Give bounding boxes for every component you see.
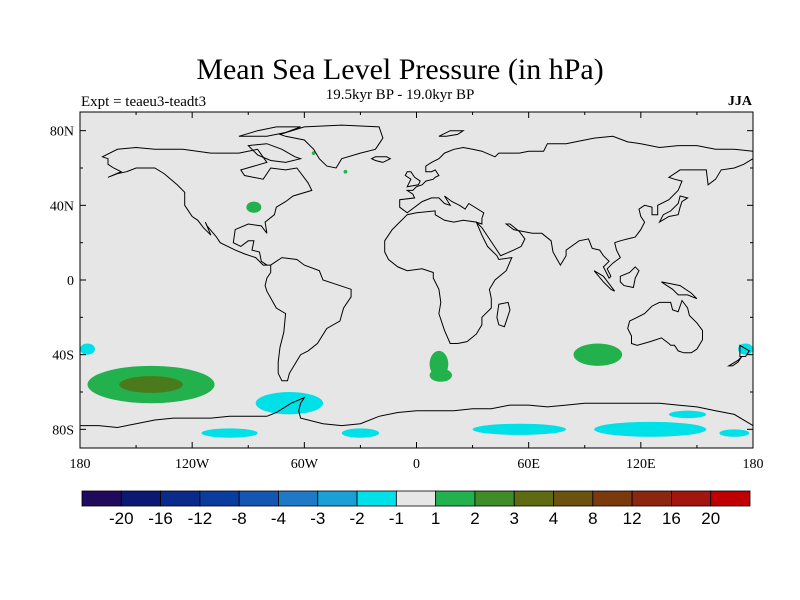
coastline-australia <box>627 299 703 354</box>
colorbar-swatch <box>474 490 515 507</box>
colorbar-label: -4 <box>271 509 286 528</box>
anomaly-greenland-high <box>311 151 316 155</box>
lon-tick-label: 60E <box>517 457 540 472</box>
colorbar-label: -3 <box>310 509 325 528</box>
colorbar-swatch <box>592 490 633 507</box>
colorbar-swatch <box>710 490 751 507</box>
coastline-new-zealand <box>739 344 751 357</box>
coastline-south-america <box>264 257 352 382</box>
anomaly-indian-ocean-high <box>573 343 623 366</box>
colorbar-label: 12 <box>623 509 642 528</box>
colorbar-label: -20 <box>109 509 134 528</box>
coastline-africa <box>384 210 513 344</box>
colorbar-swatch <box>317 490 358 507</box>
experiment-label: Expt = teaeu3-teadt3 <box>81 94 207 110</box>
coastline-baffin-island <box>247 143 303 163</box>
coastline-japan <box>658 195 689 224</box>
colorbar-swatch <box>160 490 201 507</box>
period-subtitle: 19.5kyr BP - 19.0kyr BP <box>325 87 475 103</box>
colorbar-label: 3 <box>510 509 519 528</box>
colorbar-swatch <box>199 490 240 507</box>
colorbar-label: -2 <box>349 509 364 528</box>
coastline-sumatra <box>593 270 616 292</box>
lon-tick-label: 0 <box>413 457 420 472</box>
lat-tick-label: 80N <box>50 125 74 140</box>
lat-tick-label: 0 <box>67 274 74 289</box>
anomaly-tasman-low-west <box>80 343 95 355</box>
lon-tick-label: 180 <box>743 457 764 472</box>
coastline-greenland <box>278 124 384 169</box>
chart-title: Mean Sea Level Pressure (in hPa) <box>196 53 604 86</box>
colorbar-swatch <box>513 490 554 507</box>
colorbar-swatch <box>278 490 319 507</box>
coastline-eurasia <box>399 135 753 279</box>
season-label: JJA <box>727 94 752 109</box>
colorbar-label: 4 <box>549 509 558 528</box>
anomaly-antarctic-low-3 <box>594 421 707 437</box>
coastline-new-guinea <box>661 281 698 300</box>
anomaly-south-atlantic-high-2 <box>429 368 453 382</box>
coastline-new-zealand-south <box>726 356 743 367</box>
colorbar-label: -16 <box>148 509 173 528</box>
colorbar-swatch <box>81 490 122 507</box>
colorbar-swatch <box>395 490 437 507</box>
anomaly-atlantic-point-high <box>343 169 348 174</box>
map-layer <box>80 124 753 438</box>
coastline-iceland <box>370 156 392 163</box>
anomaly-drake-low <box>255 392 324 415</box>
lat-tick-label: 80S <box>52 423 74 438</box>
colorbar-label: 1 <box>431 509 440 528</box>
coastline-antarctica-coast <box>80 396 753 429</box>
colorbar-swatch <box>631 490 672 507</box>
anomaly-north-america-high <box>246 201 262 213</box>
lon-tick-label: 60W <box>291 457 319 472</box>
colorbar-swatch <box>553 490 594 507</box>
coastline-madagascar <box>496 301 511 328</box>
colorbar-label: 20 <box>701 509 720 528</box>
colorbar-swatch <box>671 490 712 507</box>
coastline-ellesmere <box>238 126 301 137</box>
coastline-svalbard <box>438 130 465 137</box>
coastline-north-america <box>101 146 313 266</box>
lon-tick-label: 120E <box>626 457 656 472</box>
colorbar-swatch <box>120 490 161 507</box>
anomaly-south-pacific-high-core <box>119 376 183 393</box>
colorbar-swatch <box>435 490 476 507</box>
colorbar-swatch <box>238 490 279 507</box>
anomaly-west-pacific-sector-low <box>201 428 258 438</box>
colorbar-label: 2 <box>470 509 479 528</box>
coastline-borneo <box>619 266 640 289</box>
lat-tick-label: 40S <box>52 349 74 364</box>
anomaly-antarctic-low-1 <box>341 428 380 438</box>
coastline-great-britain <box>404 171 421 188</box>
colorbar-label: 8 <box>588 509 597 528</box>
colorbar-label: 16 <box>662 509 681 528</box>
colorbar-label: -12 <box>188 509 213 528</box>
lon-tick-label: 120W <box>175 457 210 472</box>
anomaly-antarctic-low-4 <box>719 429 750 437</box>
lat-tick-label: 40N <box>50 199 74 214</box>
anomaly-east-antarctic-low <box>668 410 707 419</box>
colorbar-label: -8 <box>232 509 247 528</box>
lon-tick-label: 180 <box>70 457 91 472</box>
anomaly-antarctic-low-2 <box>472 423 567 435</box>
colorbar-label: -1 <box>389 509 404 528</box>
colorbar-swatch <box>356 490 397 507</box>
